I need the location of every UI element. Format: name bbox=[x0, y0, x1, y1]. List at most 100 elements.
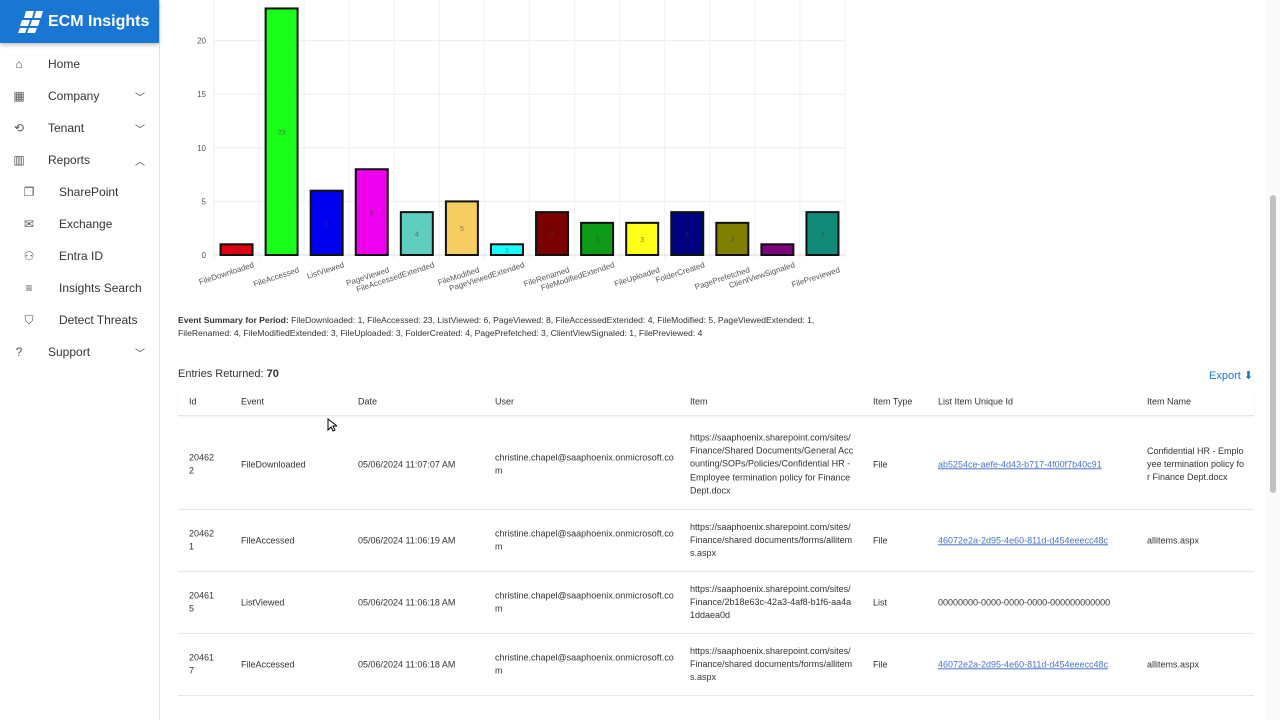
table-row[interactable]: 204617 FileAccessed 05/06/2024 11:06:18 AM… bbox=[178, 634, 1254, 696]
column-header-item[interactable]: Item bbox=[690, 395, 708, 406]
sidebar: ECM Insights ⌂ Home ▦ Company ﹀ ⟲ Tenant ﹀ ▥ Repo… bbox=[0, 0, 160, 720]
cell-uid[interactable]: ab5254ce-aefe-4d43-b717-4f00f7b40c91 bbox=[938, 458, 1102, 469]
sidebar-item-label: Reports bbox=[48, 153, 91, 167]
y-tick-label: 10 bbox=[197, 144, 206, 153]
sidebar-item-tenant[interactable]: ⟲ Tenant ﹀ bbox=[0, 112, 159, 144]
y-tick-label: 0 bbox=[202, 251, 207, 260]
summary-label: Event Summary for Period: bbox=[178, 315, 289, 325]
people-icon: ⚇ bbox=[23, 249, 35, 263]
cell-name: Confidential HR - Employee termination p… bbox=[1147, 445, 1245, 483]
cell-uid[interactable]: 46072e2a-2d95-4e60-811d-d454eeecc48c bbox=[938, 658, 1108, 669]
table-row[interactable]: 204615 ListViewed 05/06/2024 11:06:18 AM ch… bbox=[178, 572, 1254, 634]
entries-returned: Entries Returned: 70 bbox=[178, 368, 279, 380]
sidebar-item-label: Support bbox=[48, 345, 91, 359]
sidebar-item-exchange[interactable]: ✉ Exchange bbox=[0, 208, 159, 240]
sidebar-item-insights-search[interactable]: ≡ Insights Search bbox=[0, 272, 159, 304]
table-row[interactable]: 20461christine.chapel@saaphoenix.onmicro… bbox=[178, 696, 1254, 720]
data-label: 4 bbox=[821, 232, 825, 239]
chevron-up-icon[interactable]: ︿ bbox=[135, 156, 145, 168]
y-tick-label: 5 bbox=[202, 197, 207, 206]
main-content: 0 5 10 15 20 1 FileDownloaded 23 FileAccessed 6 Li… bbox=[160, 0, 1266, 720]
data-label: 23 bbox=[278, 130, 286, 137]
column-header-item-name[interactable]: Item Name bbox=[1147, 395, 1192, 406]
sidebar-item-label: Company bbox=[48, 89, 100, 103]
chevron-down-icon[interactable]: ﹀ bbox=[135, 92, 145, 104]
sidebar-item-detect-threats[interactable]: ⛉ Detect Threats bbox=[0, 304, 159, 336]
scrollbar[interactable] bbox=[1266, 0, 1280, 720]
x-tick-label: FileAccessed bbox=[252, 265, 300, 288]
brand-header[interactable]: ECM Insights bbox=[0, 0, 159, 43]
data-label: 6 bbox=[325, 221, 329, 228]
mouse-cursor-icon bbox=[327, 418, 337, 432]
app-title: ECM Insights bbox=[48, 12, 150, 30]
column-header-item-type[interactable]: Item Type bbox=[873, 395, 913, 406]
y-tick-label: 20 bbox=[197, 37, 206, 46]
events-table: Id Event Date User Item Item Type List Item Un… bbox=[178, 388, 1254, 720]
column-header-list-item-unique-id[interactable]: List Item Unique Id bbox=[938, 395, 1014, 406]
export-button[interactable]: Export ⬇ bbox=[1209, 370, 1254, 382]
sidebar-item-label: Home bbox=[48, 57, 81, 71]
bar-FolderCreated bbox=[670, 211, 705, 256]
bar-chart-icon: ▥ bbox=[13, 153, 25, 167]
table-header: Id Event Date User Item Item Type List Item Un… bbox=[178, 388, 1254, 416]
cell-uid[interactable]: 46072e2a-2d95-4e60-811d-d454eeecc48c bbox=[938, 534, 1108, 545]
column-header-user[interactable]: User bbox=[495, 395, 515, 406]
bar-PageViewed bbox=[354, 168, 389, 257]
chevron-down-icon[interactable]: ﹀ bbox=[135, 124, 145, 136]
sidebar-item-label: Detect Threats bbox=[59, 313, 138, 327]
cell-id: 204617 bbox=[189, 652, 215, 676]
cell-uid: 00000000-0000-0000-0000-000000000000 bbox=[938, 596, 1111, 607]
data-label: 1 bbox=[505, 248, 509, 255]
cell-event: FileAccessed bbox=[241, 534, 295, 545]
cell-name: allitems.aspx bbox=[1147, 658, 1200, 669]
bar-FileModified bbox=[444, 200, 479, 256]
column-header-event[interactable]: Event bbox=[241, 395, 265, 406]
bar-FileAccessedExtended bbox=[399, 211, 434, 256]
sidebar-item-entra-id[interactable]: ⚇ Entra ID bbox=[0, 240, 159, 272]
data-label: 4 bbox=[685, 232, 689, 239]
cell-date: 05/06/2024 11:07:07 AM bbox=[358, 458, 456, 469]
bar-FilePreviewed bbox=[805, 211, 840, 256]
bar-PagePrefetched bbox=[715, 221, 750, 256]
x-tick-label: FileUploaded bbox=[613, 265, 661, 288]
scrollbar-thumb[interactable] bbox=[1270, 195, 1276, 493]
cell-date: 05/06/2024 11:06:18 AM bbox=[358, 596, 456, 607]
x-tick-label: ListViewed bbox=[306, 260, 345, 280]
cell-item: https://saaphoenix.sharepoint.com/sites/… bbox=[690, 583, 852, 621]
sidebar-item-support[interactable]: ? Support ﹀ bbox=[0, 336, 159, 368]
home-icon: ⌂ bbox=[15, 57, 23, 71]
cell-date: 05/06/2024 11:06:18 AM bbox=[358, 658, 456, 669]
sidebar-item-home[interactable]: ⌂ Home bbox=[0, 48, 159, 80]
sidebar-item-label: Entra ID bbox=[59, 249, 104, 263]
bar-ListViewed bbox=[309, 189, 344, 256]
data-label: 4 bbox=[415, 232, 419, 239]
cell-id: 204622 bbox=[189, 452, 215, 476]
chevron-down-icon[interactable]: ﹀ bbox=[135, 348, 145, 360]
x-tick-label: FilePreviewed bbox=[791, 265, 842, 289]
sidebar-item-company[interactable]: ▦ Company ﹀ bbox=[0, 80, 159, 112]
cell-type: File bbox=[873, 534, 888, 545]
column-header-id[interactable]: Id bbox=[189, 395, 197, 406]
cell-type: File bbox=[873, 658, 888, 669]
sidebar-item-sharepoint[interactable]: ❐ SharePoint bbox=[0, 176, 159, 208]
bar-FileUploaded bbox=[625, 221, 660, 256]
y-tick-label: 15 bbox=[197, 90, 206, 99]
bar-FileModifiedExtended bbox=[580, 221, 615, 256]
column-header-date[interactable]: Date bbox=[358, 395, 378, 406]
data-label: 5 bbox=[460, 226, 464, 233]
files-icon: ❐ bbox=[23, 185, 35, 199]
event-bar-chart: 051015201FileDownloaded23FileAccessed6Li… bbox=[197, 0, 846, 294]
cell-name: allitems.aspx bbox=[1147, 534, 1200, 545]
logo-icon bbox=[18, 10, 43, 33]
entries-count: 70 bbox=[266, 368, 279, 380]
sidebar-item-reports[interactable]: ▥ Reports ︿ bbox=[0, 144, 159, 176]
table-row[interactable]: 204621 FileAccessed 05/06/2024 11:06:19 AM… bbox=[178, 510, 1254, 572]
event-summary: Event Summary for Period: FileDownloaded… bbox=[178, 314, 818, 340]
data-label: 3 bbox=[640, 237, 644, 244]
table-row[interactable]: 204622 FileDownloaded 05/06/2024 11:07:07 … bbox=[178, 420, 1254, 510]
cell-item: https://saaphoenix.sharepoint.com/sites/… bbox=[690, 431, 854, 496]
data-label: 1 bbox=[235, 248, 239, 255]
shield-icon: ⛉ bbox=[24, 312, 34, 327]
search-list-icon: ≡ bbox=[25, 281, 33, 295]
cell-item: https://saaphoenix.sharepoint.com/sites/… bbox=[690, 521, 853, 559]
